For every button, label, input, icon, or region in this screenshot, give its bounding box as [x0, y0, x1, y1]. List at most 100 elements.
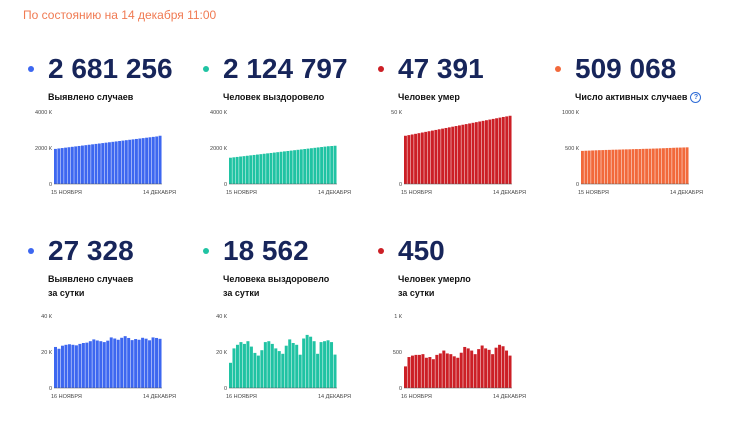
- stat-value: 450: [378, 234, 445, 268]
- chart-bar: [70, 146, 74, 184]
- chart-bar: [134, 339, 138, 388]
- chart-bar: [155, 136, 159, 184]
- chart-bar: [60, 148, 64, 184]
- stat-label-text: Число активных случаев: [575, 92, 688, 102]
- chart-bar: [319, 342, 323, 388]
- chart-bar: [124, 140, 128, 184]
- chart-bar: [454, 126, 458, 184]
- stat-label-text: Человек умер: [398, 92, 460, 102]
- chart-bar: [269, 152, 273, 184]
- chart-bar: [611, 149, 615, 184]
- chart-bar: [64, 344, 68, 388]
- stat-value: 18 562: [203, 234, 309, 268]
- chart-bar: [333, 354, 337, 388]
- help-icon[interactable]: ?: [690, 92, 702, 104]
- stat-label: Число активных случаев?: [575, 90, 702, 104]
- chart-bar: [127, 337, 131, 388]
- y-tick-label: 0: [576, 182, 579, 188]
- chart-bar: [631, 149, 635, 184]
- chart-bar: [291, 343, 295, 388]
- chart-bar: [330, 342, 334, 388]
- chart-bar: [491, 118, 495, 184]
- chart-bar: [249, 346, 253, 388]
- chart-bar: [295, 344, 299, 388]
- bullet-icon: [378, 66, 384, 72]
- chart-bar: [281, 353, 285, 388]
- stat-panel: 509 068 Число активных случаев? 1000 К 500 …: [555, 52, 730, 257]
- chart-bar: [232, 157, 236, 184]
- chart-bar: [420, 132, 424, 184]
- chart-bar: [594, 150, 598, 184]
- chart-bar: [675, 147, 679, 184]
- chart-bar: [286, 150, 290, 184]
- chart-bar: [277, 351, 281, 388]
- stat-label: Выявлено случаев: [48, 90, 133, 104]
- y-tick-label: 500: [393, 350, 402, 356]
- chart-bar: [444, 127, 448, 184]
- bar-chart: 40 К 20 К 0 16 НОЯБРЯ 14 ДЕКАБРЯ: [41, 314, 176, 400]
- chart-bar: [245, 155, 249, 184]
- chart-bar: [451, 126, 455, 184]
- chart-bar: [135, 138, 138, 184]
- chart-bar: [141, 138, 145, 184]
- chart-bar: [461, 124, 465, 184]
- chart-bar: [685, 147, 689, 184]
- chart-bar: [109, 337, 113, 388]
- chart-bar: [480, 345, 484, 388]
- y-tick-label: 50 К: [391, 110, 403, 116]
- chart-bar: [148, 340, 152, 388]
- chart-bar: [272, 152, 276, 184]
- chart-bar: [427, 131, 431, 184]
- chart-bar: [313, 147, 317, 184]
- chart-bar: [326, 146, 330, 184]
- chart-bar: [242, 343, 246, 388]
- chart-bar: [74, 146, 78, 184]
- chart-bar: [298, 354, 302, 388]
- bar-chart: 4000 К 2000 К 0 15 НОЯБРЯ 14 ДЕКАБРЯ: [210, 110, 351, 196]
- chart-bar: [229, 157, 232, 184]
- chart-bar: [267, 341, 271, 388]
- chart-bar: [104, 142, 108, 184]
- stat-panel: 450 Человек умерло за сутки 1 К 500 0 16 НОЯБР…: [378, 234, 573, 439]
- chart-bar: [145, 137, 149, 184]
- chart-bar: [151, 337, 155, 388]
- chart-bar: [92, 339, 96, 388]
- chart-bar: [252, 154, 256, 184]
- stat-panel: 18 562 Человека выздоровело за сутки 40 К 20…: [203, 234, 398, 439]
- chart-bar: [309, 336, 313, 388]
- chart-bar: [57, 348, 61, 388]
- y-tick-label: 2000 К: [210, 146, 228, 152]
- chart-bar: [274, 348, 278, 388]
- chart-bar: [249, 155, 253, 184]
- chart-bar: [239, 156, 243, 184]
- stat-label-text: Человек выздоровело: [223, 92, 325, 102]
- chart-bar: [137, 339, 141, 388]
- chart-bar: [303, 149, 307, 184]
- y-tick-label: 4000 К: [210, 110, 228, 116]
- chart-bar: [495, 118, 499, 184]
- stat-panel: 2 681 256 Выявлено случаев 4000 К 2000 К 0 15…: [28, 52, 223, 257]
- stat-value: 509 068: [555, 52, 676, 86]
- y-tick-label: 4000 К: [35, 110, 53, 116]
- chart-bar: [651, 148, 655, 184]
- x-end-label: 14 ДЕКАБРЯ: [143, 190, 176, 196]
- chart-bar: [296, 149, 300, 184]
- chart-bar: [614, 149, 618, 184]
- chart-bar: [67, 147, 71, 184]
- chart-bar: [235, 156, 239, 184]
- y-tick-label: 0: [224, 182, 227, 188]
- chart-bar: [81, 343, 85, 388]
- chart-bar: [404, 135, 407, 184]
- chart-bar: [501, 116, 505, 184]
- stat-label: Человек выздоровело: [223, 90, 324, 104]
- chart-bar: [445, 353, 449, 388]
- chart-bar: [665, 148, 669, 184]
- bullet-icon: [555, 66, 561, 72]
- stat-value: 2 681 256: [28, 52, 173, 86]
- chart-bar: [508, 115, 512, 184]
- chart-bar: [410, 355, 414, 388]
- y-tick-label: 0: [399, 182, 402, 188]
- chart-bar: [284, 345, 288, 388]
- chart-bar: [481, 120, 485, 184]
- chart-bar: [128, 139, 132, 184]
